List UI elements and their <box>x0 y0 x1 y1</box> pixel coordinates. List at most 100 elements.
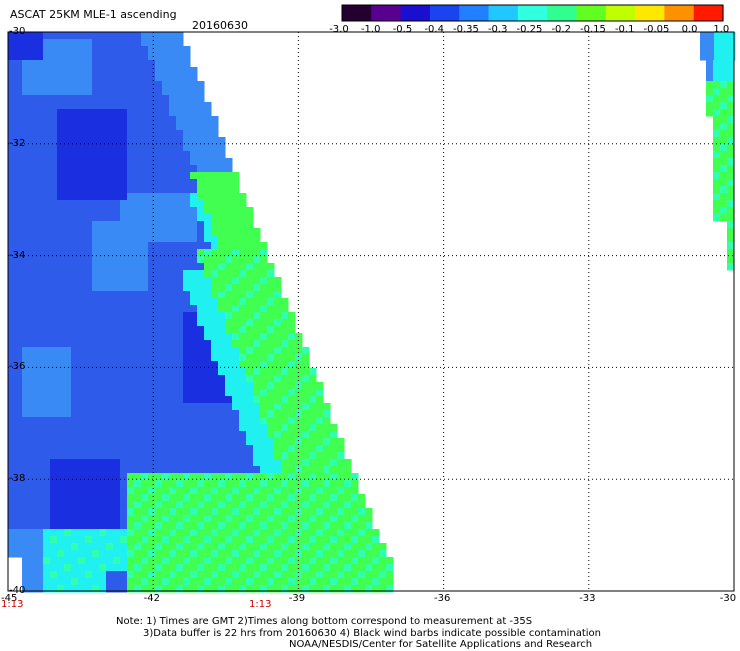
swath-cell <box>15 396 23 404</box>
swath-cell <box>169 508 177 516</box>
swath-cell <box>85 515 93 523</box>
swath-cell <box>155 473 163 481</box>
swath-cell <box>57 46 65 54</box>
swath-cell <box>8 165 16 173</box>
swath-cell <box>148 46 156 54</box>
swath-cell <box>120 445 128 453</box>
swath-cell <box>323 550 331 558</box>
swath-cell <box>29 571 37 579</box>
swath-cell <box>113 214 121 222</box>
swath-cell <box>71 144 79 152</box>
swath-cell <box>127 165 135 173</box>
swath-cell <box>78 277 86 285</box>
swath-cell <box>127 557 135 565</box>
swath-cell <box>274 529 282 537</box>
swath-cell <box>211 515 219 523</box>
swath-cell <box>302 571 310 579</box>
swath-cell <box>22 137 30 145</box>
swath-cell <box>239 207 247 215</box>
swath-cell <box>36 382 44 390</box>
swath-cell <box>85 368 93 376</box>
swath-cell <box>57 361 65 369</box>
swath-cell <box>113 291 121 299</box>
swath-cell <box>260 452 268 460</box>
swath-cell <box>162 193 170 201</box>
swath-cell <box>190 235 198 243</box>
swath-cell <box>260 340 268 348</box>
swath-cell <box>169 228 177 236</box>
swath-cell <box>232 396 240 404</box>
swath-cell <box>218 445 226 453</box>
swath-cell <box>302 578 310 586</box>
swath-cell <box>64 263 72 271</box>
swath-cell <box>204 242 212 250</box>
swath-cell <box>36 235 44 243</box>
colorbar-tick-label: -0.4 <box>424 24 444 35</box>
swath-cell <box>106 130 114 138</box>
swath-cell <box>43 277 51 285</box>
swath-cell <box>267 312 275 320</box>
swath-cell <box>330 508 338 516</box>
swath-cell <box>197 382 205 390</box>
swath-cell <box>162 172 170 180</box>
swath-cell <box>78 221 86 229</box>
swath-cell <box>113 53 121 61</box>
swath-cell <box>197 214 205 222</box>
swath-cell <box>8 130 16 138</box>
swath-cell <box>36 53 44 61</box>
swath-cell <box>29 39 37 47</box>
swath-cell <box>190 515 198 523</box>
swath-cell <box>134 109 142 117</box>
swath-cell <box>246 501 254 509</box>
swath-cell <box>148 473 156 481</box>
swath-cell <box>190 431 198 439</box>
swath-cell <box>120 193 128 201</box>
swath-cell <box>127 144 135 152</box>
swath-cell <box>211 284 219 292</box>
swath-cell <box>71 214 79 222</box>
colorbar-segment <box>459 5 490 21</box>
swath-cell <box>379 550 387 558</box>
swath-cell <box>36 585 44 593</box>
swath-cell <box>57 53 65 61</box>
swath-cell <box>169 144 177 152</box>
swath-cell <box>239 277 247 285</box>
swath-cell <box>99 396 107 404</box>
swath-cell <box>148 116 156 124</box>
swath-cell <box>267 410 275 418</box>
swath-cell <box>218 151 226 159</box>
swath-cell <box>141 123 149 131</box>
swath-cell <box>197 242 205 250</box>
swath-cell <box>239 214 247 222</box>
swath-cell <box>36 536 44 544</box>
swath-cell <box>204 361 212 369</box>
swath-cell <box>22 396 30 404</box>
swath-cell <box>36 172 44 180</box>
swath-cell <box>99 340 107 348</box>
swath-cell <box>183 396 191 404</box>
swath-cell <box>183 130 191 138</box>
swath-cell <box>211 508 219 516</box>
swath-cell <box>253 403 261 411</box>
swath-cell <box>183 466 191 474</box>
swath-cell <box>197 473 205 481</box>
swath-cell <box>99 116 107 124</box>
swath-cell <box>50 494 58 502</box>
swath-cell <box>78 95 86 103</box>
swath-cell <box>36 550 44 558</box>
swath-cell <box>148 445 156 453</box>
swath-cell <box>92 291 100 299</box>
swath-cell <box>99 186 107 194</box>
swath-cell <box>176 347 184 355</box>
swath-cell <box>253 466 261 474</box>
swath-cell <box>239 452 247 460</box>
swath-cell <box>92 109 100 117</box>
swath-cell <box>106 144 114 152</box>
swath-cell <box>99 312 107 320</box>
swath-cell <box>57 347 65 355</box>
swath-cell <box>29 515 37 523</box>
swath-cell <box>707 39 715 47</box>
swath-cell <box>57 319 65 327</box>
swath-cell <box>267 319 275 327</box>
swath-cell <box>71 319 79 327</box>
